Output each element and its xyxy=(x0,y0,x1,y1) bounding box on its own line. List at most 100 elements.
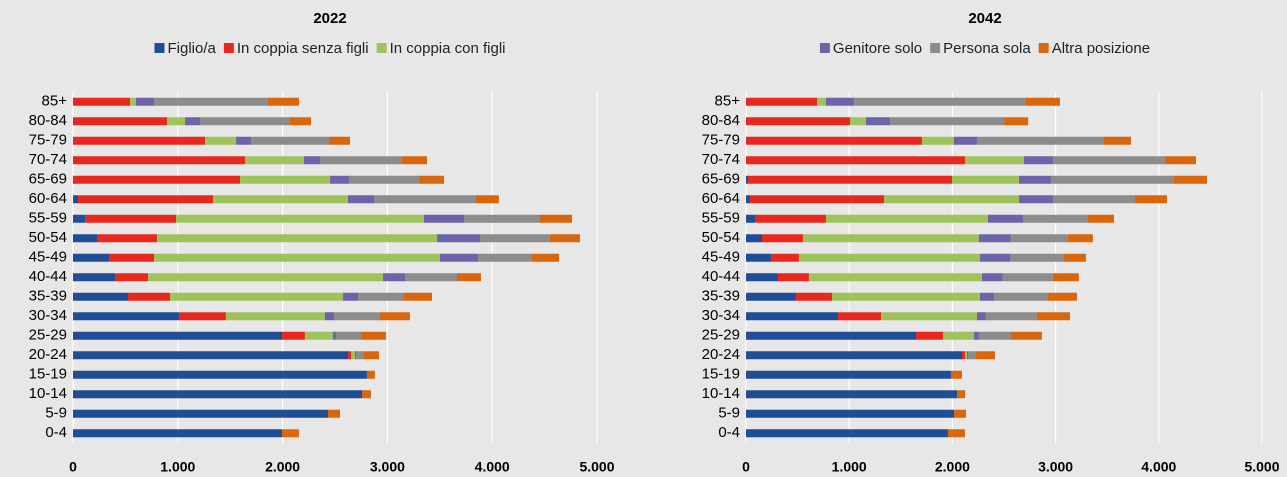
bar-segment xyxy=(362,390,372,399)
bar-segment xyxy=(825,97,854,106)
bar-segment xyxy=(746,312,838,321)
x-tick-label: 3.000 xyxy=(1038,459,1073,475)
legend-item: Altra posizione xyxy=(1038,40,1150,57)
bar-segment xyxy=(73,253,110,262)
bar-segment xyxy=(148,273,383,282)
bar-segment xyxy=(795,292,832,301)
bar-segment xyxy=(379,312,410,321)
bar-segment xyxy=(890,117,1005,126)
bar-segment xyxy=(961,351,965,360)
y-tick-label: 25-29 xyxy=(702,327,740,344)
bar-segment xyxy=(746,370,951,379)
bar-segment xyxy=(853,97,1026,106)
y-tick-label: 10-14 xyxy=(702,385,740,402)
bar-segment xyxy=(200,117,291,126)
chart-panel: 0 1.000 2.000 3.000 4.000 5.000 85+ 80-84 75-79 7… xyxy=(29,10,615,475)
bar-segment xyxy=(746,175,748,184)
y-tick-label: 50-54 xyxy=(702,229,740,246)
bar-segment xyxy=(957,390,966,399)
legend-label: Figlio/a xyxy=(167,40,216,57)
bar-segment xyxy=(73,331,282,340)
bar-segment xyxy=(1009,253,1064,262)
bar-segment xyxy=(423,214,465,223)
bar-segment xyxy=(798,253,980,262)
y-tick-label: 5-9 xyxy=(718,405,740,422)
bar-segment xyxy=(335,331,361,340)
bar-segment xyxy=(1004,117,1029,126)
y-tick-label: 55-59 xyxy=(702,210,740,227)
bar-segment xyxy=(1022,214,1089,223)
bar-segment xyxy=(356,351,365,360)
y-tick-label: 25-29 xyxy=(29,327,67,344)
legend-item: Persona sola xyxy=(930,40,1031,57)
legend-swatch xyxy=(819,43,830,53)
bar-segment xyxy=(802,234,979,243)
bar-segment xyxy=(176,214,424,223)
bar-segment xyxy=(976,312,986,321)
y-tick-label: 75-79 xyxy=(29,132,67,149)
bar-segment xyxy=(978,234,1011,243)
bar-segment xyxy=(950,370,962,379)
bar-segment xyxy=(347,351,352,360)
bar-segment xyxy=(324,312,334,321)
bar-segment xyxy=(550,234,581,243)
bar-segment xyxy=(921,136,954,145)
bar-segment xyxy=(480,234,551,243)
bar-segment xyxy=(993,292,1048,301)
x-tick-label: 1.000 xyxy=(832,459,867,475)
bar-segment xyxy=(73,97,131,106)
bar-segment xyxy=(953,136,977,145)
y-tick-label: 60-64 xyxy=(29,190,67,207)
y-tick-label: 5-9 xyxy=(45,405,67,422)
bar-segment xyxy=(976,351,996,360)
bar-segment xyxy=(746,117,851,126)
x-tick-label: 2.000 xyxy=(265,459,300,475)
bar-segment xyxy=(115,273,149,282)
bar-segment xyxy=(837,312,881,321)
bar-segment xyxy=(761,234,803,243)
legend-swatch xyxy=(376,43,387,53)
bar-segment xyxy=(1164,156,1196,165)
bar-segment xyxy=(109,253,155,262)
bar-segment xyxy=(777,273,809,282)
bar-segment xyxy=(831,292,980,301)
bar-segment xyxy=(746,97,818,106)
legend-swatch xyxy=(154,43,165,53)
bar-segment xyxy=(947,429,965,438)
bar-segment xyxy=(883,195,1019,204)
bar-segment xyxy=(1067,234,1093,243)
bar-segment xyxy=(1018,195,1053,204)
legend-item: Figlio/a xyxy=(154,40,217,57)
bar-segment xyxy=(981,273,1003,282)
bar-segment xyxy=(73,175,241,184)
bar-segment xyxy=(347,195,374,204)
bar-segment xyxy=(967,351,977,360)
x-tick-label: 0 xyxy=(69,459,77,475)
bar-segment xyxy=(750,195,884,204)
bar-segment xyxy=(78,195,214,204)
bar-segment xyxy=(73,156,245,165)
bar-segment xyxy=(343,292,359,301)
bar-segment xyxy=(1018,175,1051,184)
y-tick-label: 15-19 xyxy=(29,366,67,383)
bar-segment xyxy=(366,370,375,379)
bar-segment xyxy=(303,156,321,165)
bar-segment xyxy=(746,390,958,399)
bar-segment xyxy=(1002,273,1053,282)
bar-segment xyxy=(73,292,129,301)
bar-segment xyxy=(213,195,348,204)
x-tick-label: 5.000 xyxy=(579,459,614,475)
bar-segment xyxy=(304,331,333,340)
x-tick-label: 5.000 xyxy=(1244,459,1279,475)
bar-segment xyxy=(1010,234,1068,243)
y-tick-label: 45-49 xyxy=(702,249,740,266)
x-tick-label: 1.000 xyxy=(160,459,195,475)
legend-label: In coppia senza figli xyxy=(237,40,369,57)
legend-item: In coppia senza figli xyxy=(223,40,369,57)
legend-item: In coppia con figli xyxy=(376,40,506,57)
bar-segment xyxy=(373,195,476,204)
bar-segment xyxy=(746,136,922,145)
bar-segment xyxy=(73,117,168,126)
bar-segment xyxy=(244,156,304,165)
